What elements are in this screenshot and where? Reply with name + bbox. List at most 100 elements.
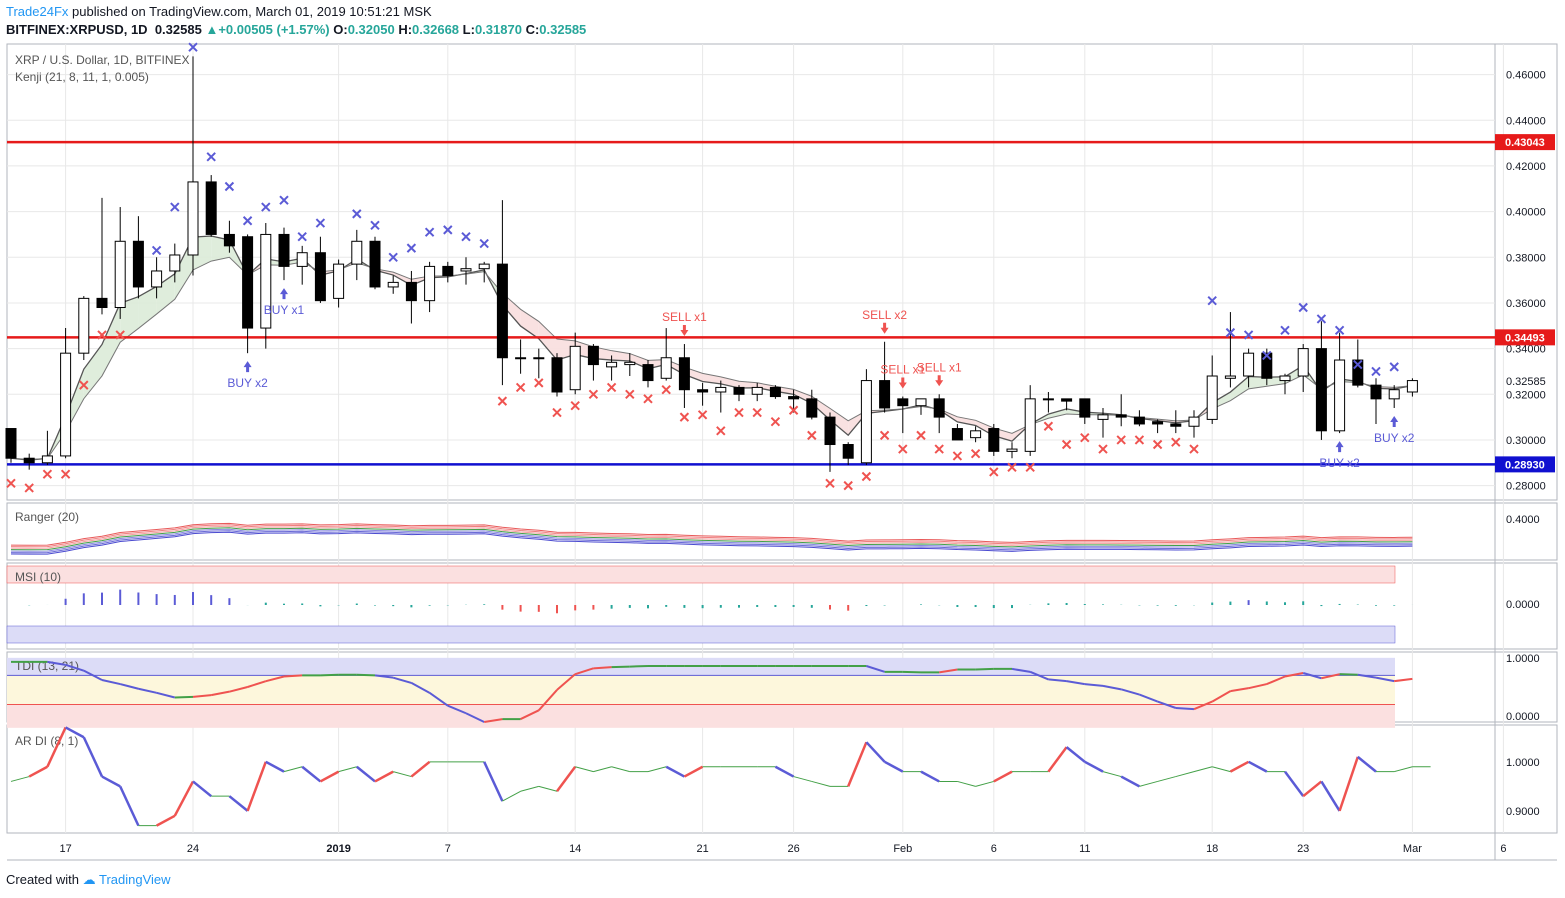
buy-arrow-icon — [1390, 415, 1399, 427]
tdi-line-segment — [1230, 687, 1249, 693]
upper-cross-marker — [479, 238, 489, 249]
y-tick-label: 0.44000 — [1506, 115, 1546, 127]
candle-body — [533, 357, 545, 360]
candle-body — [1334, 359, 1346, 432]
lower-cross-marker — [916, 430, 926, 441]
pane-frame — [6, 502, 1558, 561]
candle-body — [642, 364, 654, 382]
candle-body — [41, 455, 53, 464]
upper-cross-marker — [1334, 325, 1345, 336]
y-tick-label: 0.46000 — [1506, 70, 1546, 82]
ardi-line-segment — [46, 726, 67, 768]
candle-body — [1279, 375, 1291, 382]
candle-body — [132, 240, 144, 288]
sell-arrow-icon — [880, 322, 889, 334]
low-label: L: — [462, 22, 475, 37]
lower-cross-marker — [679, 412, 690, 422]
ardi-line-segment — [393, 771, 412, 778]
candle-body — [1097, 414, 1109, 420]
ardi-line-segment — [156, 814, 176, 827]
ardi-line-segment — [1248, 760, 1268, 773]
candle-body — [1406, 380, 1418, 393]
candle-body — [1133, 416, 1145, 425]
lower-cross-marker — [1152, 439, 1163, 450]
lower-cross-marker — [697, 410, 708, 420]
ardi-line-segment — [975, 780, 994, 787]
tdi-line-segment — [429, 692, 449, 707]
upper-cross-marker — [297, 232, 307, 242]
x-tick-label: Feb — [893, 843, 912, 855]
tradingview-brand[interactable]: TradingView — [99, 872, 171, 887]
candle-body — [1261, 352, 1273, 379]
ribbon-segment — [1048, 408, 1067, 419]
ardi-y-tick: 1.0000 — [1506, 757, 1540, 769]
price-change: +0.00505 (+1.57%) — [218, 22, 330, 37]
ardi-line-segment — [483, 761, 504, 802]
ardi-line-segment — [1357, 755, 1377, 773]
ardi-line-segment — [811, 780, 831, 787]
lower-cross-marker — [952, 451, 963, 461]
ribbon-segment — [720, 376, 739, 389]
lower-cross-marker — [879, 430, 890, 441]
ardi-line-segment — [774, 765, 795, 778]
candle-body — [1152, 421, 1164, 425]
ardi-line-segment — [575, 766, 594, 773]
candle-body — [351, 240, 363, 265]
lower-cross-marker — [1189, 444, 1199, 454]
upper-cross-marker — [1280, 325, 1290, 336]
tdi-line-segment — [192, 694, 212, 698]
ribbon-segment — [120, 296, 139, 343]
msi-title: MSI (10) — [15, 570, 61, 584]
sell-arrow-icon — [898, 377, 907, 389]
tdi-line-segment — [1394, 677, 1413, 683]
tdi-line-segment — [83, 669, 103, 681]
sell-signal-label: SELL x1 — [880, 363, 925, 377]
ardi-line-segment — [82, 736, 104, 778]
tdi-line-segment — [1266, 675, 1286, 686]
tdi-line-segment — [484, 718, 503, 723]
tdi-line-segment — [320, 673, 339, 677]
ribbon-segment — [138, 286, 157, 329]
ranger-title: Ranger (20) — [15, 510, 79, 524]
upper-cross-marker — [261, 202, 271, 212]
lower-cross-marker — [807, 430, 817, 441]
tdi-line-segment — [538, 689, 558, 711]
ardi-line-segment — [319, 770, 340, 783]
ardi-line-segment — [1157, 776, 1176, 782]
pane-frame — [6, 562, 1558, 650]
level-tag — [1495, 329, 1555, 346]
candle-body — [114, 240, 126, 309]
x-tick-label: 21 — [696, 843, 708, 855]
candle-body — [879, 380, 891, 409]
candle-body — [933, 398, 945, 418]
lower-cross-marker — [734, 407, 744, 418]
candle-body — [1297, 348, 1309, 377]
candle-body — [842, 444, 854, 459]
candle-body — [915, 398, 927, 407]
level-tag-label: 0.43043 — [1505, 137, 1545, 149]
candle-body — [1006, 448, 1018, 452]
high-value: 0.32668 — [412, 22, 460, 37]
ardi-line-segment — [1229, 760, 1250, 773]
ardi-line-segment — [1302, 780, 1323, 798]
upper-cross-marker — [1298, 302, 1308, 313]
lower-cross-marker — [1025, 462, 1035, 473]
publisher-link[interactable]: Trade24Fx — [6, 4, 69, 19]
candle-body — [1042, 398, 1054, 401]
ardi-line-segment — [1102, 771, 1122, 778]
upper-cross-marker — [1243, 330, 1254, 340]
upper-cross-marker — [461, 232, 471, 242]
lower-cross-marker — [534, 378, 544, 388]
upper-cross-marker — [151, 245, 162, 256]
buy-arrow-icon — [243, 361, 252, 373]
sell-signal-label: SELL x1 — [917, 360, 962, 374]
tdi-line-segment — [47, 660, 66, 666]
tdi-y-tick: 0.0000 — [1506, 711, 1540, 723]
ardi-line-segment — [1175, 771, 1195, 778]
tdi-lower-zone — [7, 704, 1395, 728]
lower-cross-marker — [497, 396, 508, 406]
ardi-line-segment — [993, 770, 1013, 783]
buy-signal-label: BUY x1 — [264, 303, 305, 317]
x-tick-label: 17 — [59, 843, 71, 855]
